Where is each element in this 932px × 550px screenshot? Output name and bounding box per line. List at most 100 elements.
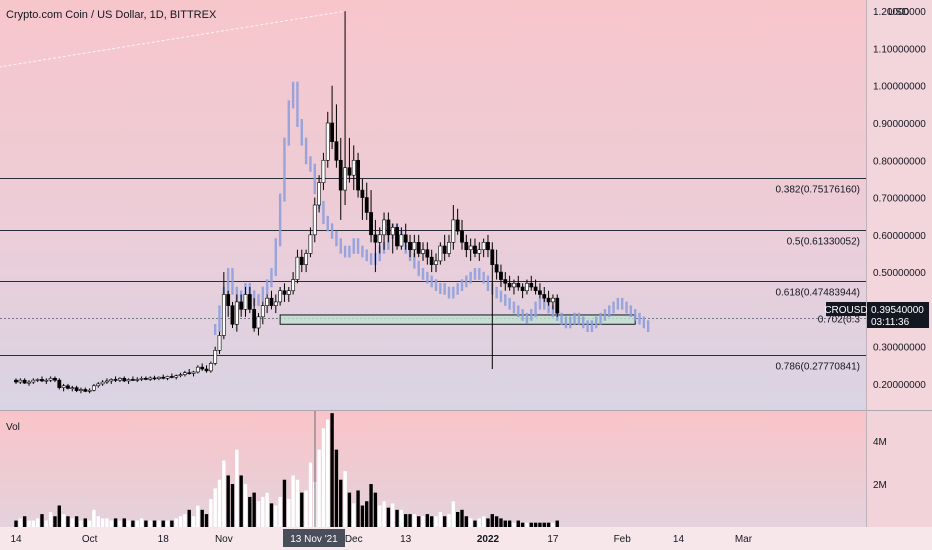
candle-body xyxy=(226,294,231,306)
projection-bar xyxy=(517,305,520,318)
volume-pane-background xyxy=(0,411,866,527)
volume-bar xyxy=(468,518,473,527)
candle-body xyxy=(139,378,144,380)
volume-bar xyxy=(183,514,187,527)
projection-bar xyxy=(595,316,598,329)
price-axis-background[interactable] xyxy=(866,0,932,410)
volume-bar xyxy=(282,479,287,527)
projection-bar xyxy=(499,290,503,303)
projection-bar xyxy=(538,297,542,310)
projection-bar xyxy=(560,312,563,325)
projection-bar xyxy=(369,253,373,265)
projection-bar xyxy=(573,312,576,325)
candle-body xyxy=(351,159,356,176)
projection-bar xyxy=(274,238,277,277)
candle-body xyxy=(442,245,447,254)
volume-bar xyxy=(105,518,109,527)
fib-level-label: 0.786(0.27770841) xyxy=(775,362,860,373)
fibonacci-retracement[interactable]: 0.382(0.75176160) 0.5(0.61330052) 0.618(0.… xyxy=(0,178,866,373)
trend-line[interactable] xyxy=(0,10,346,68)
candle-body xyxy=(187,372,192,375)
candle-body xyxy=(243,294,248,310)
volume-bar xyxy=(18,518,23,527)
volume-bar xyxy=(542,522,546,527)
last-price-marker[interactable]: CROUSD 0.39540000 03:11:36 xyxy=(824,302,929,328)
volume-bar xyxy=(213,488,217,527)
projection-bar xyxy=(226,268,230,295)
candle-body xyxy=(22,379,27,384)
volume-bar xyxy=(382,501,386,527)
candle-body xyxy=(213,350,218,364)
candle-body xyxy=(204,368,209,372)
volume-bar xyxy=(343,471,347,527)
projection-bar xyxy=(413,253,416,269)
volume-bar xyxy=(373,492,378,527)
candle-body xyxy=(66,385,70,389)
candle-body xyxy=(369,212,373,236)
volume-bar xyxy=(261,496,265,527)
projection-bar xyxy=(608,305,611,318)
y-tick-label: 0.30000000 xyxy=(873,343,926,354)
volume-bar xyxy=(178,516,183,527)
candle-body xyxy=(382,219,386,236)
volume-bar xyxy=(438,511,443,527)
projection-bar xyxy=(642,316,646,329)
support-zone-box xyxy=(279,314,636,325)
x-tick-label: 14 xyxy=(10,534,22,545)
x-tick-label: 17 xyxy=(547,534,559,545)
candle-body xyxy=(200,366,205,370)
volume-bar xyxy=(14,520,18,527)
volume-bar xyxy=(442,516,447,527)
volume-bar xyxy=(326,419,330,527)
candle-body xyxy=(247,294,252,310)
candle-body xyxy=(477,249,482,254)
candle-body xyxy=(100,381,105,385)
volume-bar xyxy=(61,514,66,527)
candle-body xyxy=(40,379,44,382)
y-tick-label: 0.80000000 xyxy=(873,156,926,167)
candle-body xyxy=(434,260,438,265)
candle-body xyxy=(421,249,425,254)
candle-body xyxy=(239,301,244,310)
projection-bar xyxy=(443,283,446,295)
volume-bar xyxy=(339,479,343,527)
candle-body xyxy=(286,290,291,295)
candle-body xyxy=(122,378,127,382)
candle-body xyxy=(499,271,503,280)
volume-bar xyxy=(226,475,230,527)
candle-body xyxy=(529,282,534,288)
volume-bar xyxy=(404,514,408,527)
volume-bar xyxy=(291,475,295,527)
volume-bar xyxy=(287,499,291,527)
volume-bar xyxy=(378,505,382,527)
candle-body xyxy=(503,279,508,284)
candle-body xyxy=(278,290,283,303)
candle-body xyxy=(373,234,378,243)
candle-body xyxy=(334,141,339,161)
volume-bar xyxy=(516,520,520,527)
candle-body xyxy=(191,371,196,374)
candle-body xyxy=(364,197,369,213)
candle-body xyxy=(403,234,408,243)
time-axis: 14 Oct 18 Nov Dec 13 2022 17 Feb 14 Mar xyxy=(10,534,752,545)
volume-bar xyxy=(321,428,326,527)
volume-bar xyxy=(248,496,252,527)
time-axis-background[interactable] xyxy=(0,527,932,550)
trend-line-path xyxy=(0,10,346,68)
projection-bar xyxy=(599,312,602,325)
volume-bar xyxy=(79,520,83,527)
support-zone[interactable] xyxy=(279,314,636,325)
candle-body xyxy=(343,167,347,191)
projection-bar xyxy=(417,260,420,277)
projection-bar xyxy=(625,301,628,314)
projection-bar xyxy=(603,309,607,321)
candle-body xyxy=(538,290,542,295)
candle-body xyxy=(395,227,399,247)
projection-bar xyxy=(378,245,381,262)
volume-bar xyxy=(434,516,438,527)
candle-body xyxy=(53,378,57,381)
volume-axis-background[interactable] xyxy=(866,411,932,527)
volume-bar xyxy=(74,516,79,527)
candle-body xyxy=(48,378,53,381)
